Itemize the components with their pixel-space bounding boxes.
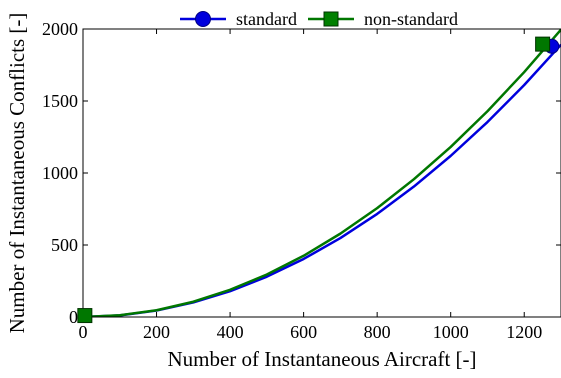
- series-line-non-standard: [83, 29, 561, 317]
- marker-non-standard-1: [535, 36, 551, 52]
- y-tick-label: 500: [51, 235, 78, 255]
- x-tick-label: 600: [290, 322, 317, 342]
- legend-label-non-standard: non-standard: [364, 9, 458, 29]
- legend: standard non-standard: [180, 9, 458, 29]
- x-tick-label: 200: [143, 322, 170, 342]
- tick-labels: 0 200 400 600 800 1000 1200 0 500 1000 1500 2000: [42, 19, 542, 342]
- plot-area: [83, 29, 561, 317]
- x-tick-label: 1000: [433, 322, 469, 342]
- x-tick-label: 400: [217, 322, 244, 342]
- series-lines: [83, 29, 561, 317]
- legend-item-standard: standard: [180, 9, 297, 29]
- marker-non-standard-0: [77, 308, 93, 324]
- x-tick-label: 0: [79, 322, 88, 342]
- legend-marker-standard: [195, 11, 211, 27]
- x-axis-label: Number of Instantaneous Aircraft [-]: [167, 347, 476, 371]
- axes-frame: [82, 28, 561, 318]
- legend-marker-non-standard: [323, 11, 339, 27]
- series-markers: [77, 36, 560, 324]
- y-tick-label: 2000: [42, 19, 78, 39]
- y-tick-label: 1000: [42, 163, 78, 183]
- y-axis-label: Number of Instantaneous Conflicts [-]: [5, 13, 29, 334]
- y-tick-label: 0: [69, 307, 78, 327]
- y-tick-label: 1500: [42, 91, 78, 111]
- legend-label-standard: standard: [236, 9, 297, 29]
- legend-item-non-standard: non-standard: [308, 9, 458, 29]
- x-tick-label: 800: [364, 322, 391, 342]
- x-tick-label: 1200: [506, 322, 542, 342]
